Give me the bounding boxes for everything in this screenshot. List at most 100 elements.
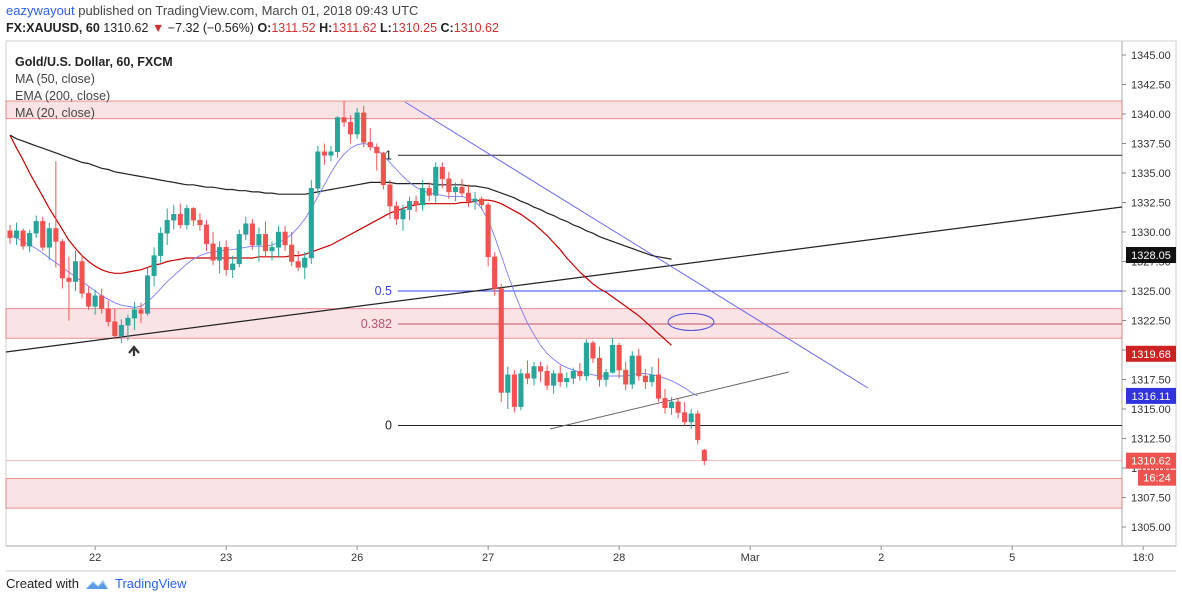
price-tick-label: 1307.50 — [1131, 493, 1171, 505]
candle-body — [177, 214, 183, 226]
candle-body — [511, 374, 517, 407]
candle-body — [334, 117, 341, 153]
candle-body — [125, 317, 131, 326]
symbol: FX:XAUUSD, 60 — [6, 21, 100, 35]
high-value: 1311.62 — [332, 21, 377, 35]
candle-body — [367, 142, 373, 148]
candle-body — [623, 369, 629, 385]
candle-body — [7, 230, 13, 239]
price-label-text: 1316.11 — [1132, 391, 1171, 403]
fib-level-label: 1 — [385, 148, 392, 162]
fib-level-label: 0.382 — [361, 317, 392, 331]
candle-body — [190, 208, 196, 221]
candle-body — [302, 257, 308, 268]
candle-body — [249, 223, 255, 246]
candle-body — [596, 358, 603, 380]
candle-body — [636, 355, 642, 377]
candle-body — [583, 342, 589, 377]
low-label: L: — [380, 21, 392, 35]
price-label-box — [1126, 387, 1176, 404]
price-tick-label: 1312.50 — [1131, 434, 1171, 446]
candle-body — [53, 228, 59, 242]
candle-body — [492, 256, 498, 289]
time-tick-label: 27 — [482, 552, 494, 564]
falling-trendline — [404, 101, 869, 389]
candle-body — [164, 219, 170, 234]
close-label: C: — [440, 21, 454, 35]
candle-body — [400, 209, 406, 220]
candle-body — [131, 309, 137, 319]
candle-body — [439, 166, 445, 180]
last-price: 1310.62 — [103, 21, 149, 35]
candle-body — [590, 342, 596, 359]
candle-body — [577, 370, 583, 377]
candle-body — [236, 234, 242, 265]
candle-body — [289, 244, 295, 262]
candle-body — [682, 412, 688, 423]
price-tick-label: 1322.50 — [1131, 316, 1171, 328]
candle-body — [413, 201, 419, 206]
candle-body — [701, 449, 707, 461]
time-tick-label: 26 — [351, 552, 363, 564]
candle-body — [380, 152, 386, 186]
candle-body — [158, 232, 164, 256]
price-label-box — [1126, 345, 1176, 362]
tradingview-logo-icon — [85, 579, 108, 589]
candle-body — [610, 345, 616, 373]
candle-body — [472, 198, 478, 202]
legend: Gold/U.S. Dollar, 60, FXCM MA (50, close… — [15, 54, 173, 122]
time-tick-label: 28 — [613, 552, 625, 564]
candle-body — [46, 228, 52, 248]
legend-ma50[interactable]: MA (50, close) — [15, 72, 95, 86]
candle-body — [14, 230, 20, 239]
created-with: Created with — [6, 576, 79, 591]
tradingview-link[interactable]: TradingView — [114, 576, 187, 591]
open-value: 1311.52 — [271, 21, 316, 35]
candle-body — [505, 374, 511, 393]
candle-body — [79, 261, 85, 294]
candle-body — [688, 413, 694, 423]
low-value: 1310.25 — [391, 21, 438, 35]
rising-wedge-line — [549, 371, 790, 430]
time-tick-label: Mar — [741, 552, 760, 564]
candle-body — [256, 234, 262, 246]
plot-area — [5, 40, 1177, 547]
candle-body — [420, 188, 426, 206]
candle-body — [210, 243, 216, 261]
ohlc-bar: FX:XAUUSD, 60 1310.62 ▼ −7.32 (−0.56%) O… — [6, 21, 499, 35]
candle-body — [92, 295, 98, 307]
candle-body — [295, 261, 301, 268]
price-tick-label: 1345.00 — [1131, 50, 1171, 62]
candle-body — [72, 261, 79, 282]
candle-body — [348, 122, 354, 135]
author-link[interactable]: eazywayout — [6, 3, 75, 18]
candle-body — [105, 308, 111, 322]
candle-body — [361, 112, 367, 143]
candle-body — [675, 401, 681, 413]
legend-ema200[interactable]: EMA (200, close) — [15, 89, 111, 103]
candle-body — [498, 288, 504, 393]
change: −7.32 (−0.56%) — [167, 21, 254, 35]
legend-ma20[interactable]: MA (20, close) — [15, 106, 95, 120]
open-label: O: — [257, 21, 272, 35]
candle-body — [616, 345, 622, 371]
price-tick-label: 1337.50 — [1131, 139, 1171, 151]
price-tick-label: 1332.50 — [1131, 198, 1171, 210]
candle-body — [223, 247, 229, 271]
candle-body — [328, 151, 334, 156]
published-text: published on TradingView.com, March 01, … — [78, 3, 419, 18]
candle-body — [321, 151, 327, 156]
price-label-box — [1126, 247, 1176, 264]
ema200-line — [9, 134, 672, 260]
candle-body — [518, 373, 524, 407]
candle-body — [308, 188, 314, 259]
candle-body — [184, 208, 190, 226]
candle-body — [465, 192, 472, 202]
price-label-text: 1310.62 — [1131, 456, 1171, 468]
close-value: 1310.62 — [453, 21, 499, 35]
candle-body — [262, 234, 268, 252]
candle-body — [341, 117, 347, 123]
legend-title: Gold/U.S. Dollar, 60, FXCM — [15, 55, 173, 69]
candle-body — [112, 321, 118, 337]
